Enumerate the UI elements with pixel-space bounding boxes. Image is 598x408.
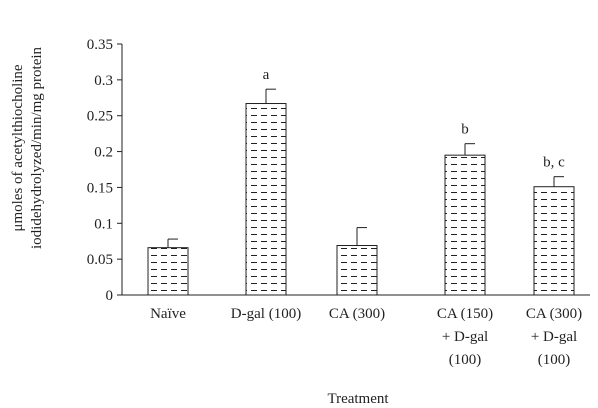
significance-label: b, c <box>543 155 565 171</box>
x-category-label: D-gal (100) <box>231 306 301 322</box>
bar <box>444 154 486 296</box>
x-category-label: (100) <box>449 352 482 368</box>
bar <box>533 186 575 296</box>
annotations: a b b, c <box>263 67 566 170</box>
y-tick-label: 0.15 <box>87 180 113 196</box>
y-tick-label: 0.25 <box>87 109 113 125</box>
y-tick-label: 0.05 <box>87 252 113 268</box>
x-category-label: (100) <box>538 352 571 368</box>
bar <box>336 245 378 296</box>
y-tick-label: 0 <box>106 288 114 304</box>
y-tick-label: 0.35 <box>87 37 113 53</box>
x-category-label: + D-gal <box>531 329 577 345</box>
x-category-label: CA (300) <box>526 306 582 322</box>
x-category-label: Naïve <box>150 306 186 322</box>
significance-label: b <box>461 122 469 138</box>
x-axis-title: Treatment <box>327 391 389 407</box>
y-axis-ticks: 0 0.05 0.1 0.15 0.2 0.25 0.3 0.35 <box>87 37 122 304</box>
y-axis-title-line-1: μmoles of acetylthiocholine <box>10 64 26 232</box>
y-tick-label: 0.1 <box>94 216 113 232</box>
x-category-label: CA (300) <box>329 306 385 322</box>
bar <box>245 103 287 296</box>
y-axis-title: μmoles of acetylthiocholine iodidehydrol… <box>10 46 45 249</box>
significance-label: a <box>263 67 270 83</box>
x-category-label: CA (150) <box>437 306 493 322</box>
x-axis-categories: Naïve D-gal (100) CA (300) CA (150) + D-gal (… <box>150 306 582 368</box>
bars <box>147 103 575 296</box>
x-category-label: + D-gal <box>442 329 488 345</box>
y-axis-title-line-2: iodidehydrolyzed/min/mg protein <box>29 46 45 249</box>
bar <box>147 247 189 296</box>
y-tick-label: 0.2 <box>94 145 113 161</box>
error-bars <box>167 88 564 248</box>
y-tick-label: 0.3 <box>94 73 113 89</box>
